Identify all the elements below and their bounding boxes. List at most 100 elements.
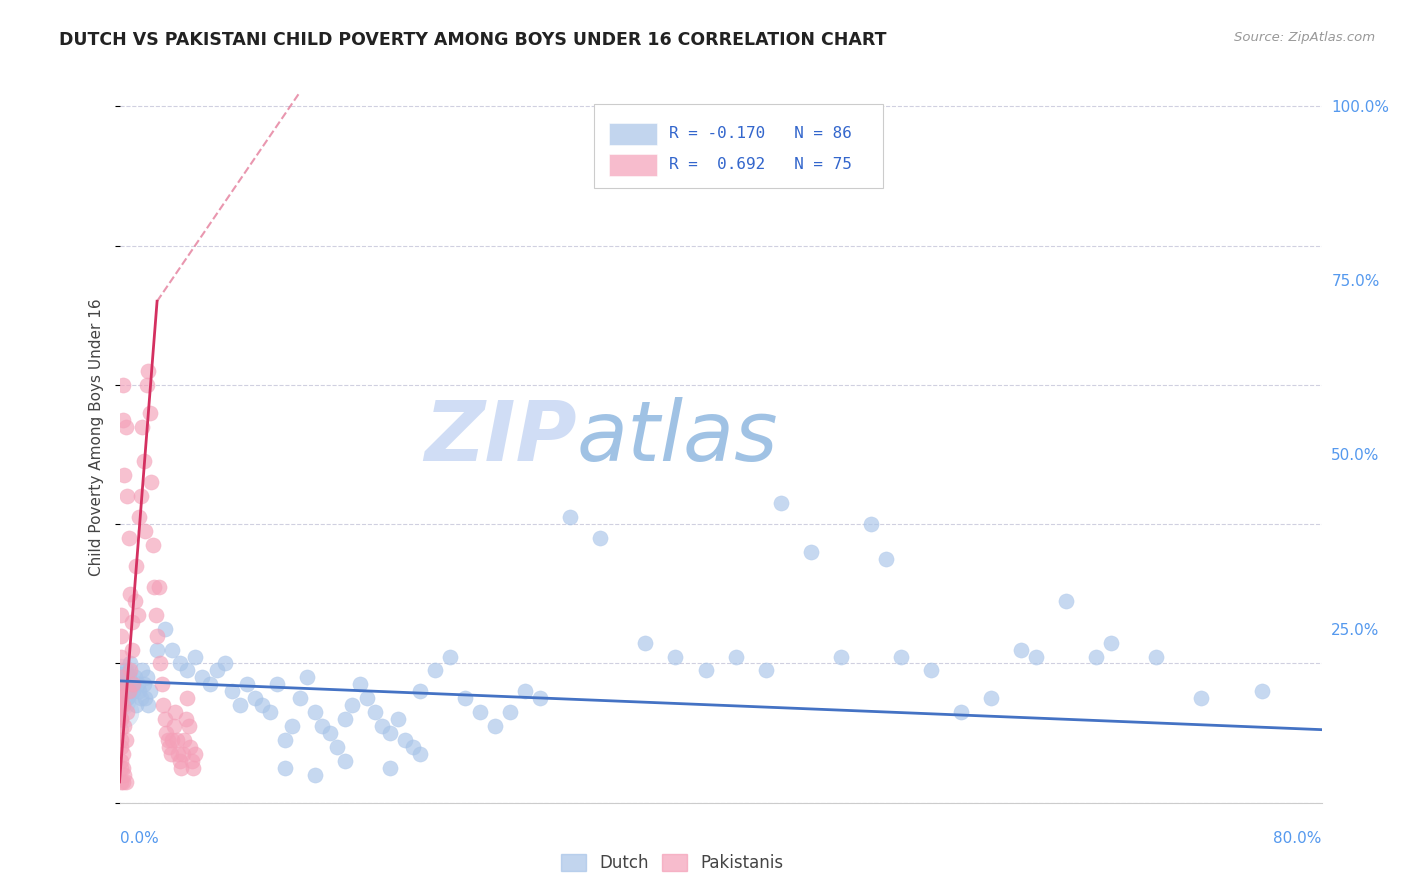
Text: R = -0.170   N = 86: R = -0.170 N = 86 [669,126,852,141]
Point [311,719,333,733]
Point [111,761,134,775]
Point [724,649,747,664]
Point [136,698,159,713]
Point [221,684,243,698]
Point [297,670,319,684]
Point [146,642,169,657]
Point [132,677,155,691]
Point [127,607,149,622]
Point [769,496,792,510]
Point [115,489,138,503]
Point [152,698,174,713]
Point [304,768,326,782]
Point [387,712,409,726]
Point [110,671,132,685]
Point [131,419,153,434]
Point [859,517,882,532]
Point [252,698,274,713]
Point [157,740,180,755]
Point [110,711,132,725]
Point [484,719,506,733]
Point [111,683,134,698]
Point [378,761,401,775]
Point [149,657,172,671]
Point [122,684,145,698]
Point [129,691,152,706]
Point [108,700,131,714]
Point [1144,649,1167,664]
Text: atlas: atlas [576,397,778,477]
Point [439,649,461,664]
Point [125,558,148,573]
Point [146,629,169,643]
Point [111,675,134,690]
Point [118,664,141,678]
Point [454,691,477,706]
Point [121,615,143,629]
Point [138,406,160,420]
Point [499,705,522,719]
Point [110,679,132,693]
Point [153,712,176,726]
Point [115,691,138,706]
Point [288,691,311,706]
Point [319,726,342,740]
Point [110,733,132,747]
Point [1189,691,1212,706]
Point [356,691,378,706]
Point [179,740,201,755]
Point [259,705,281,719]
Point [142,538,165,552]
FancyBboxPatch shape [609,154,657,176]
Point [198,677,221,691]
Point [349,677,371,691]
Point [160,733,183,747]
Point [112,719,135,733]
Point [128,510,150,524]
Point [378,726,401,740]
Point [183,649,205,664]
Point [110,675,132,690]
Legend: Dutch, Pakistanis: Dutch, Pakistanis [554,847,790,879]
Point [695,664,717,678]
Point [214,657,236,671]
Point [169,754,191,768]
Point [108,707,131,722]
Point [176,691,198,706]
Point [110,712,132,726]
Point [169,657,191,671]
Point [364,705,387,719]
Point [127,677,149,691]
Point [117,670,139,684]
Point [174,712,197,726]
Point [173,733,195,747]
Point [342,698,364,713]
Point [111,377,134,392]
Point [111,683,134,698]
Point [111,747,134,761]
Point [108,693,131,707]
Point [274,733,297,747]
Point [110,607,132,622]
Point [1054,594,1077,608]
Point [111,688,134,702]
Point [139,475,162,490]
Point [112,468,135,483]
Point [110,740,132,755]
Point [177,719,200,733]
Point [110,699,132,714]
Point [181,761,204,775]
Point [111,698,134,713]
Point [1099,635,1122,649]
Point [115,705,138,719]
Point [110,723,132,737]
Point [111,705,134,719]
Point [409,684,432,698]
Point [110,680,132,694]
Point [111,412,134,426]
Point [111,677,134,691]
Point [167,747,190,761]
Point [166,733,188,747]
Point [122,677,145,691]
Y-axis label: Child Poverty Among Boys Under 16: Child Poverty Among Boys Under 16 [89,298,104,576]
